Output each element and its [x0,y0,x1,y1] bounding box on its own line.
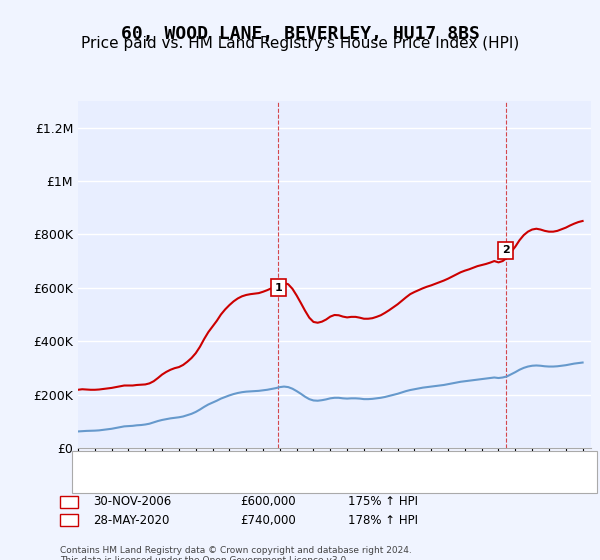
Text: 178% ↑ HPI: 178% ↑ HPI [348,514,418,527]
Text: 175% ↑ HPI: 175% ↑ HPI [348,495,418,508]
Text: 60, WOOD LANE, BEVERLEY, HU17 8BS: 60, WOOD LANE, BEVERLEY, HU17 8BS [121,25,479,43]
Text: £740,000: £740,000 [240,514,296,527]
Text: 1: 1 [275,283,283,293]
Text: HPI: Average price, detached house, East Riding of Yorkshire: HPI: Average price, detached house, East… [111,474,427,484]
Text: ——: —— [81,472,112,486]
Text: £600,000: £600,000 [240,495,296,508]
Text: 2: 2 [502,245,509,255]
Text: 30-NOV-2006: 30-NOV-2006 [93,495,171,508]
Text: 60, WOOD LANE, BEVERLEY, HU17 8BS (detached house): 60, WOOD LANE, BEVERLEY, HU17 8BS (detac… [111,458,409,468]
Text: Price paid vs. HM Land Registry's House Price Index (HPI): Price paid vs. HM Land Registry's House … [81,36,519,52]
Text: ——: —— [81,456,112,470]
Text: 1: 1 [65,497,73,507]
Text: 2: 2 [65,515,73,525]
Text: Contains HM Land Registry data © Crown copyright and database right 2024.
This d: Contains HM Land Registry data © Crown c… [60,546,412,560]
Text: 28-MAY-2020: 28-MAY-2020 [93,514,169,527]
